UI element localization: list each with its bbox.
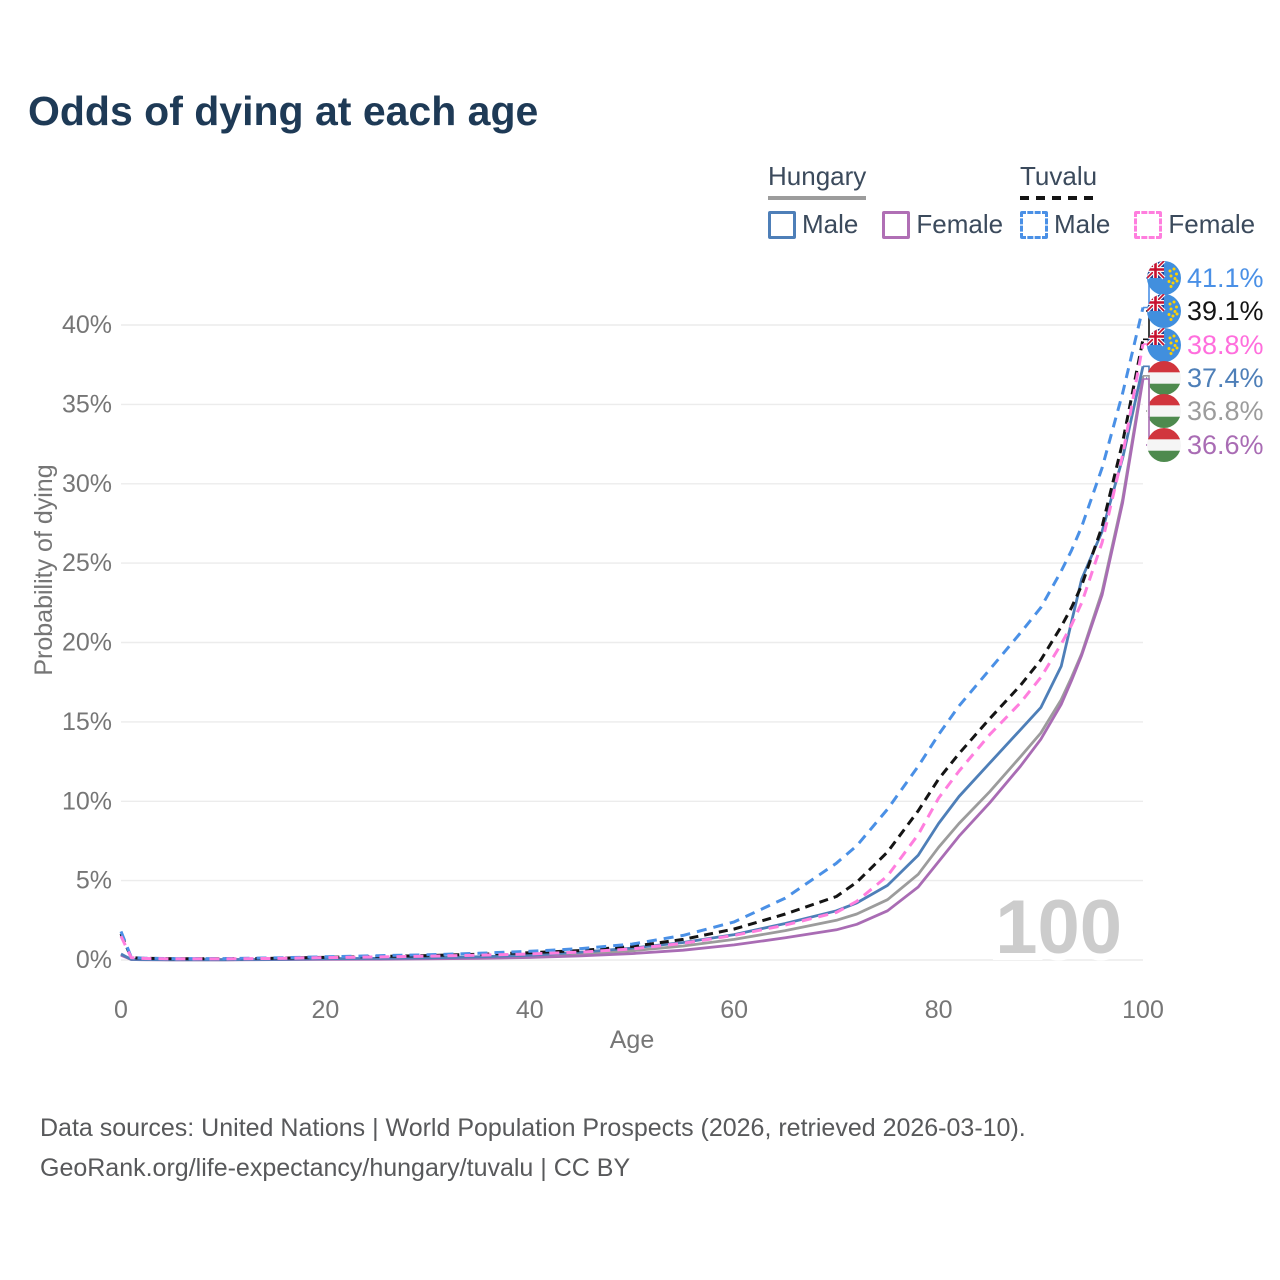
legend-label-hungary-male: Male bbox=[802, 209, 859, 239]
legend-row-hungary: Male Female bbox=[768, 209, 1003, 240]
end-value-label-tuvalu-both-sexes: 39.1% bbox=[1187, 296, 1264, 326]
x-tick-label: 0 bbox=[114, 996, 128, 1024]
series-line-tuvalu-female[interactable] bbox=[119, 343, 1145, 961]
legend-label-tuvalu-male: Male bbox=[1054, 209, 1111, 239]
legend-item-tuvalu-male[interactable]: Male bbox=[1020, 209, 1110, 240]
end-value-label-hungary-male: 37.4% bbox=[1187, 363, 1264, 393]
footer-data-sources: Data sources: United Nations | World Pop… bbox=[40, 1114, 1026, 1142]
watermark: 100 bbox=[995, 885, 1122, 970]
legend-item-hungary-female[interactable]: Female bbox=[882, 209, 1003, 240]
y-tick-label: 30% bbox=[62, 470, 112, 498]
legend-row-tuvalu: Male Female bbox=[1020, 209, 1255, 240]
x-axis-title: Age bbox=[609, 1026, 655, 1054]
y-tick-label: 5% bbox=[76, 867, 112, 895]
legend-checkbox-hungary-male[interactable] bbox=[768, 210, 796, 239]
end-value-label-hungary-both-sexes: 36.8% bbox=[1187, 396, 1264, 426]
legend-label-tuvalu-female: Female bbox=[1168, 209, 1256, 239]
series-line-hungary-female[interactable] bbox=[120, 378, 1145, 962]
x-tick-label: 60 bbox=[720, 996, 748, 1024]
end-value-label-hungary-female: 36.6% bbox=[1187, 430, 1264, 460]
footer-attribution: GeoRank.org/life-expectancy/hungary/tuva… bbox=[40, 1154, 631, 1182]
tuvalu-flag-icon bbox=[1147, 261, 1181, 295]
series-line-hungary-both-sexes[interactable] bbox=[120, 375, 1145, 962]
y-tick-label: 35% bbox=[62, 390, 112, 418]
y-tick-label: 10% bbox=[62, 787, 112, 815]
series-line-hungary-male[interactable] bbox=[120, 365, 1145, 962]
x-tick-label: 100 bbox=[1122, 996, 1164, 1024]
legend-item-tuvalu-female[interactable]: Female bbox=[1134, 209, 1255, 240]
end-value-label-tuvalu-female: 38.8% bbox=[1187, 330, 1264, 360]
legend-line-swatch-tuvalu bbox=[1020, 196, 1098, 200]
y-tick-label: 25% bbox=[62, 549, 112, 577]
series-line-tuvalu-male[interactable] bbox=[119, 307, 1145, 961]
chart-title: Odds of dying at each age bbox=[28, 88, 539, 134]
x-tick-label: 20 bbox=[311, 996, 339, 1024]
series-line-tuvalu-both-sexes[interactable] bbox=[119, 339, 1145, 961]
legend-country-hungary-label: Hungary bbox=[768, 161, 867, 191]
tuvalu-flag-icon bbox=[1147, 328, 1181, 362]
legend-country-tuvalu[interactable]: Tuvalu bbox=[1020, 161, 1098, 200]
tuvalu-flag-icon bbox=[1147, 294, 1181, 328]
hungary-flag-icon bbox=[1147, 394, 1181, 428]
footer: Data sources: United Nations | World Pop… bbox=[40, 1108, 1026, 1188]
legend-checkbox-hungary-female[interactable] bbox=[882, 210, 911, 239]
legend-line-swatch-hungary bbox=[768, 196, 867, 200]
legend-item-hungary-male[interactable]: Male bbox=[768, 209, 858, 240]
hungary-flag-icon bbox=[1147, 361, 1181, 395]
x-tick-label: 80 bbox=[925, 996, 953, 1024]
end-value-label-tuvalu-male: 41.1% bbox=[1187, 263, 1264, 293]
legend-group-hungary: Hungary Male Female bbox=[768, 161, 1003, 240]
y-tick-label: 40% bbox=[62, 311, 112, 339]
legend-country-hungary[interactable]: Hungary bbox=[768, 161, 867, 200]
legend-checkbox-tuvalu-male[interactable] bbox=[1020, 210, 1048, 239]
y-tick-label: 15% bbox=[62, 708, 112, 736]
x-tick-label: 40 bbox=[516, 996, 544, 1024]
legend-label-hungary-female: Female bbox=[916, 209, 1004, 239]
legend-group-tuvalu: Tuvalu Male Female bbox=[1020, 161, 1255, 240]
legend-country-tuvalu-label: Tuvalu bbox=[1020, 161, 1098, 191]
y-tick-label: 0% bbox=[76, 946, 112, 974]
hungary-flag-icon bbox=[1147, 428, 1181, 462]
y-tick-label: 20% bbox=[62, 629, 112, 657]
legend-checkbox-tuvalu-female[interactable] bbox=[1134, 210, 1163, 239]
